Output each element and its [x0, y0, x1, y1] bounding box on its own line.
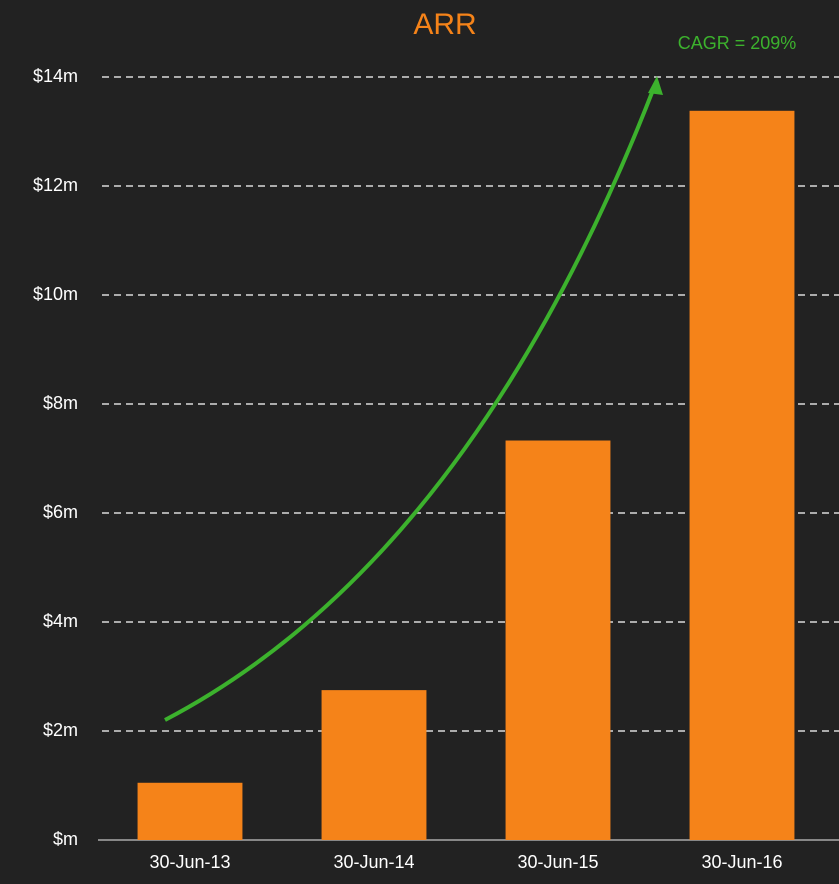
- chart-title: ARR: [413, 8, 476, 41]
- y-tick-label: $2m: [43, 720, 78, 740]
- y-tick-label: $12m: [33, 175, 78, 195]
- plot-area: $m $2m $4m $6m $8m $10m $12m $14m 30-Jun-13 30-Ju…: [33, 66, 839, 872]
- y-tick-label: $6m: [43, 502, 78, 522]
- x-tick-label: 30-Jun-13: [149, 852, 230, 872]
- y-tick-label: $m: [53, 829, 78, 849]
- growth-arrow: [164, 89, 655, 722]
- x-tick-label: 30-Jun-14: [333, 852, 414, 872]
- bar: [137, 782, 243, 840]
- bar: [505, 440, 611, 840]
- y-tick-label: $14m: [33, 66, 78, 86]
- x-tick-label: 30-Jun-16: [701, 852, 782, 872]
- arrow-head: [648, 76, 663, 95]
- y-tick-label: $8m: [43, 393, 78, 413]
- y-tick-label: $10m: [33, 284, 78, 304]
- annotation: CAGR = 209%: [678, 33, 797, 53]
- x-tick-label: 30-Jun-15: [517, 852, 598, 872]
- y-tick-label: $4m: [43, 611, 78, 631]
- bar: [321, 690, 427, 840]
- bar: [689, 110, 795, 841]
